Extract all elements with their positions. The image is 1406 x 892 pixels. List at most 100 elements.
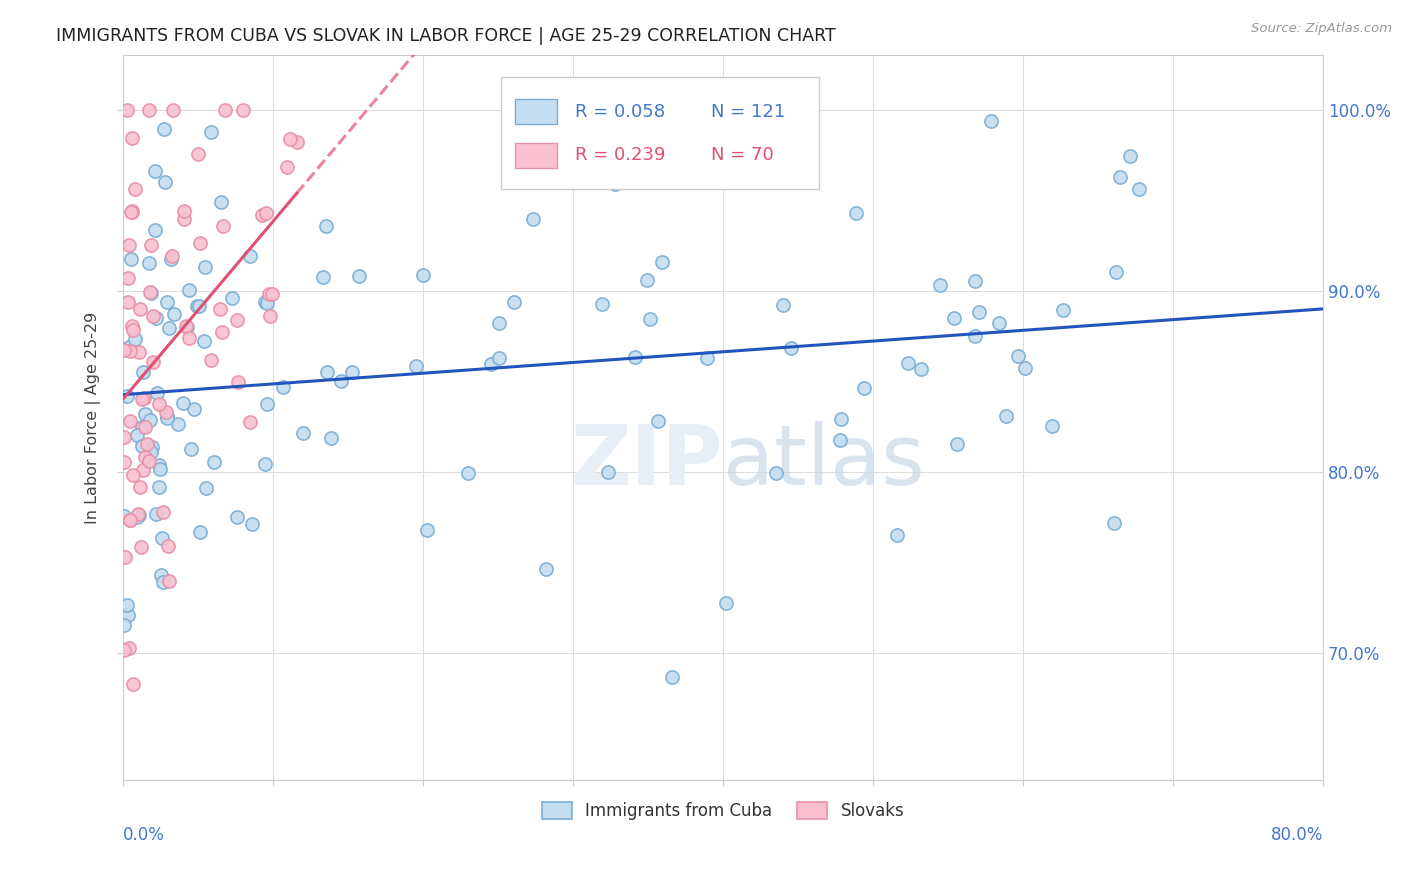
Point xyxy=(321,431,343,445)
Point xyxy=(143,164,166,178)
Point xyxy=(141,238,163,252)
Point xyxy=(138,103,160,117)
Point xyxy=(624,351,647,365)
Point xyxy=(129,541,152,555)
Point xyxy=(211,325,233,339)
Point xyxy=(830,412,852,426)
Point xyxy=(112,643,135,657)
Point xyxy=(117,598,139,612)
Point xyxy=(188,300,211,314)
Point xyxy=(145,311,167,326)
Point xyxy=(239,415,262,429)
Point xyxy=(636,273,658,287)
Point xyxy=(256,397,278,411)
Point xyxy=(852,381,875,395)
Text: N = 70: N = 70 xyxy=(711,146,773,164)
Point xyxy=(118,513,141,527)
Text: IMMIGRANTS FROM CUBA VS SLOVAK IN LABOR FORCE | AGE 25-29 CORRELATION CHART: IMMIGRANTS FROM CUBA VS SLOVAK IN LABOR … xyxy=(56,27,837,45)
Point xyxy=(638,147,661,161)
Point xyxy=(187,147,209,161)
Point xyxy=(145,507,167,521)
Point xyxy=(159,252,181,267)
Point xyxy=(148,397,170,411)
Point xyxy=(967,305,990,319)
Point xyxy=(963,328,986,343)
Point xyxy=(994,409,1017,423)
Text: atlas: atlas xyxy=(723,421,925,502)
Text: N = 121: N = 121 xyxy=(711,103,785,120)
Point xyxy=(157,574,180,589)
Point xyxy=(772,298,794,312)
Point xyxy=(131,420,153,434)
Point xyxy=(129,480,152,494)
Point xyxy=(259,309,281,323)
Point xyxy=(134,392,156,406)
Y-axis label: In Labor Force | Age 25-29: In Labor Force | Age 25-29 xyxy=(86,311,101,524)
Point xyxy=(150,531,173,545)
Point xyxy=(121,131,143,145)
Point xyxy=(155,405,177,419)
Point xyxy=(188,235,211,250)
Point xyxy=(200,125,222,139)
Point xyxy=(120,344,142,359)
Point xyxy=(488,351,510,365)
Point xyxy=(134,407,156,421)
Point xyxy=(278,132,301,146)
FancyBboxPatch shape xyxy=(501,77,820,189)
Point xyxy=(312,270,335,285)
Point xyxy=(603,178,626,192)
Point xyxy=(134,450,156,464)
Point xyxy=(202,455,225,469)
Point xyxy=(928,277,950,292)
Point xyxy=(830,433,852,447)
Point xyxy=(1052,303,1074,318)
Point xyxy=(167,417,190,432)
Point xyxy=(117,608,139,623)
Point xyxy=(122,323,145,337)
Point xyxy=(128,508,150,523)
Point xyxy=(115,389,138,403)
Point xyxy=(157,320,180,334)
Point xyxy=(131,439,153,453)
Point xyxy=(1118,149,1140,163)
Point xyxy=(412,268,434,282)
Point xyxy=(221,292,243,306)
Point xyxy=(141,440,163,454)
Point xyxy=(146,385,169,400)
Point xyxy=(330,374,353,388)
Point xyxy=(172,396,194,410)
Text: R = 0.239: R = 0.239 xyxy=(575,146,666,164)
Point xyxy=(117,103,139,117)
Point xyxy=(139,413,162,427)
Text: Source: ZipAtlas.com: Source: ZipAtlas.com xyxy=(1251,22,1392,36)
Point xyxy=(592,297,614,311)
Point xyxy=(897,356,920,370)
Point xyxy=(195,481,218,495)
Point xyxy=(124,182,146,196)
Point xyxy=(186,299,208,313)
Point xyxy=(886,528,908,542)
Point xyxy=(534,561,557,575)
Point xyxy=(845,205,868,219)
Point xyxy=(143,223,166,237)
Point xyxy=(139,285,162,299)
Point xyxy=(176,319,198,334)
Point xyxy=(226,375,249,389)
Point xyxy=(139,444,162,458)
Point xyxy=(316,365,339,379)
Point xyxy=(416,523,439,537)
Point xyxy=(112,455,135,469)
Point xyxy=(183,402,205,417)
Point xyxy=(765,466,787,480)
Point xyxy=(661,670,683,684)
Point xyxy=(173,204,195,219)
Point xyxy=(138,453,160,467)
Point xyxy=(214,103,236,117)
Point xyxy=(1102,516,1125,531)
Text: R = 0.058: R = 0.058 xyxy=(575,103,665,120)
Point xyxy=(120,205,142,219)
Point xyxy=(488,316,510,330)
Point xyxy=(114,549,136,564)
Point xyxy=(405,359,427,373)
Point xyxy=(142,309,165,323)
